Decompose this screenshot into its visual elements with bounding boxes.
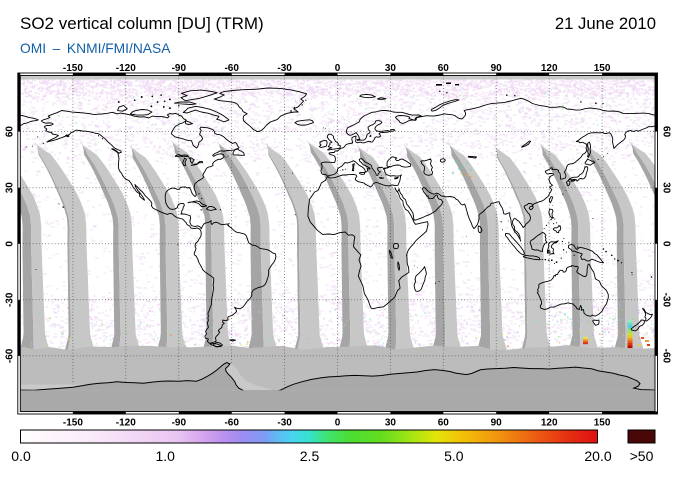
svg-text:90: 90 <box>491 63 503 74</box>
svg-text:60: 60 <box>438 63 450 74</box>
svg-text:-30: -30 <box>661 293 672 308</box>
svg-text:-30: -30 <box>277 418 292 429</box>
svg-text:90: 90 <box>491 418 503 429</box>
svg-text:OMI – KNMI/FMI/NASA: OMI – KNMI/FMI/NASA <box>20 41 171 56</box>
svg-text:21 June 2010: 21 June 2010 <box>555 14 656 33</box>
svg-text:120: 120 <box>541 63 558 74</box>
svg-text:60: 60 <box>5 126 16 138</box>
svg-text:-60: -60 <box>5 348 16 363</box>
svg-text:-120: -120 <box>116 418 136 429</box>
svg-text:30: 30 <box>385 418 397 429</box>
svg-text:-120: -120 <box>116 63 136 74</box>
svg-text:0: 0 <box>335 418 341 429</box>
svg-text:-60: -60 <box>224 63 239 74</box>
svg-text:-60: -60 <box>224 418 239 429</box>
svg-text:120: 120 <box>541 418 558 429</box>
svg-text:0: 0 <box>335 63 341 74</box>
svg-text:150: 150 <box>594 63 611 74</box>
svg-text:30: 30 <box>661 182 672 194</box>
svg-text:-90: -90 <box>172 63 187 74</box>
svg-text:SO2 vertical column [DU] (TRM): SO2 vertical column [DU] (TRM) <box>20 14 264 33</box>
svg-text:60: 60 <box>438 418 450 429</box>
svg-text:-30: -30 <box>277 63 292 74</box>
svg-text:0: 0 <box>661 241 672 247</box>
svg-text:5.0: 5.0 <box>444 448 464 464</box>
svg-text:1.0: 1.0 <box>155 448 175 464</box>
svg-text:0: 0 <box>5 241 16 247</box>
svg-text:0.0: 0.0 <box>11 448 31 464</box>
svg-text:-30: -30 <box>5 292 16 307</box>
svg-text:-90: -90 <box>172 418 187 429</box>
svg-text:30: 30 <box>385 63 397 74</box>
svg-text:-150: -150 <box>63 63 83 74</box>
svg-text:20.0: 20.0 <box>584 448 611 464</box>
svg-text:60: 60 <box>661 126 672 138</box>
svg-text:-60: -60 <box>661 349 672 364</box>
svg-text:>50: >50 <box>630 448 654 464</box>
svg-text:30: 30 <box>5 182 16 194</box>
svg-text:150: 150 <box>594 418 611 429</box>
svg-text:-150: -150 <box>63 418 83 429</box>
svg-text:2.5: 2.5 <box>300 448 320 464</box>
